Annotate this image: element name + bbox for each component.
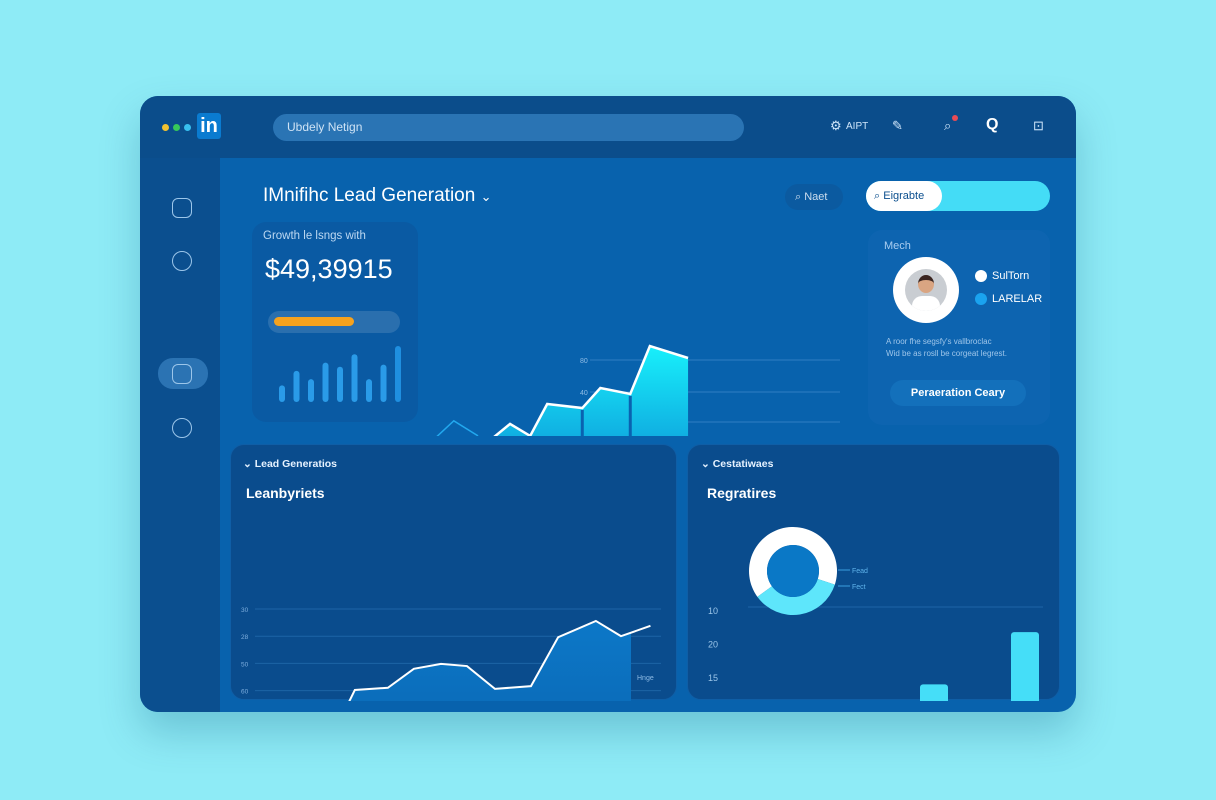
registrations-bar-chart: 1020152050FeadFect: [708, 527, 1043, 701]
series-line-secondary: [436, 419, 479, 436]
dashboard-window: in Ubdely Netign ⚙ AIPT ✎ ⌕ Q ⊡ IMnifihc…: [140, 96, 1076, 712]
area-fill: [495, 346, 689, 436]
chat-icon[interactable]: [172, 198, 192, 218]
y-tick-label: 10: [708, 606, 718, 616]
mini-bar-chart: [279, 346, 401, 402]
top-bar: in Ubdely Netign ⚙ AIPT ✎ ⌕ Q ⊡: [140, 96, 1076, 158]
camera-icon[interactable]: [172, 364, 192, 384]
kpi-card: Growth le lsngs with $49,39915: [252, 222, 418, 422]
legend-label: LARELAR: [992, 293, 1043, 305]
mini-bar: [322, 362, 329, 402]
growth-chart: 8040110MatiSaoTopVayInelTeynTalSqn: [436, 344, 840, 436]
mini-bar: [308, 379, 314, 402]
page-title-text: IMnifihc Lead Generation: [263, 185, 476, 206]
progress-bar: [268, 311, 400, 333]
y-tick-label: 28: [241, 634, 249, 641]
linkedin-logo[interactable]: in: [197, 113, 221, 139]
window-dot[interactable]: [184, 124, 191, 131]
chevron-down-icon[interactable]: ⌄: [480, 189, 492, 204]
window-controls: [162, 124, 191, 131]
notification-icon[interactable]: ⌕: [944, 115, 958, 134]
y-tick-label: 30: [241, 607, 249, 614]
legend-dot: [975, 270, 987, 282]
search-icon: ⌕: [795, 191, 802, 203]
chart-title: Leanbyriets: [246, 485, 325, 501]
donut-slice: [757, 579, 835, 615]
legend-dot: [975, 293, 987, 305]
avatar[interactable]: [893, 257, 959, 323]
registrations-card: ⌄ Cestatiwaes Regratires 1020152050FeadF…: [687, 444, 1060, 701]
mini-bar: [395, 346, 401, 402]
y-tick-label: 60: [241, 689, 249, 696]
section-toggle[interactable]: ⌄ Lead Generatios: [243, 458, 337, 470]
mini-bar: [366, 379, 372, 402]
series-line: [348, 619, 651, 701]
edit-icon[interactable]: ✎: [892, 118, 903, 133]
donut-label: Fect: [852, 584, 866, 591]
toggle-label: Eigrabte: [883, 190, 925, 202]
lead-line-chart: 3028506040500AaarFewoThabTwesMatoTeepTat…: [241, 607, 661, 701]
globe-icon[interactable]: [172, 251, 192, 271]
donut-slice: [749, 527, 837, 597]
y-tick-label: 15: [708, 673, 718, 683]
next-button[interactable]: ⌕ Naet: [785, 184, 843, 210]
globe-icon[interactable]: [172, 418, 192, 438]
window-dot[interactable]: [162, 124, 169, 131]
y-tick-label: 80: [580, 358, 588, 365]
profile-heading: Mech: [884, 240, 911, 252]
mini-bar: [380, 364, 387, 402]
y-tick-label: 50: [241, 661, 249, 668]
legend-label: SulTorn: [992, 270, 1030, 282]
chart-title: Regratires: [707, 485, 777, 501]
legend-item: SulTorn: [975, 270, 1029, 282]
mini-bar: [279, 385, 285, 402]
description-line: Wid be as rosll be corgeat legrest.: [886, 349, 1007, 358]
mini-bar: [337, 366, 343, 402]
settings-icon[interactable]: ⚙: [830, 118, 842, 133]
area-fill: [349, 620, 651, 701]
bar: [1011, 632, 1039, 701]
sidebar: [140, 158, 220, 712]
toggle-knob[interactable]: ⌕ Eigrabte: [866, 181, 942, 211]
donut-label: Fead: [852, 568, 868, 575]
description-line: A roor fhe segsfy's vallbroclac: [886, 337, 992, 346]
profile-icon[interactable]: ⊡: [1033, 118, 1044, 133]
donut-center: [767, 545, 819, 597]
next-label: Naet: [804, 191, 828, 203]
annotation-label: Hnge: [637, 675, 654, 682]
y-tick-label: 40: [580, 390, 588, 397]
mini-bar: [351, 354, 358, 402]
section-label: Cestatiwaes: [712, 458, 774, 470]
legend-item: LARELAR: [975, 293, 1042, 305]
series-line: [493, 344, 689, 436]
section-toggle[interactable]: ⌄ Cestatiwaes: [701, 458, 774, 470]
profile-card: Mech SulTorn LARELAR A roor fhe segsfy's…: [868, 230, 1050, 425]
status-label[interactable]: AIPT: [846, 121, 869, 132]
lead-generation-card: ⌄ Lead Generatios Leanbyriets 3028506040…: [230, 444, 677, 701]
section-label: Lead Generatios: [254, 458, 337, 470]
search-icon[interactable]: Q: [986, 116, 999, 133]
generation-query-button[interactable]: Peraeration Ceary: [890, 380, 1026, 406]
toggle-switch[interactable]: ⌕ Eigrabte: [866, 181, 1050, 211]
search-input[interactable]: Ubdely Netign: [273, 114, 744, 141]
page-title[interactable]: IMnifihc Lead Generation ⌄: [263, 185, 491, 207]
search-icon: ⌕: [874, 190, 881, 202]
y-tick-label: 20: [708, 639, 718, 649]
bar: [920, 684, 948, 701]
kpi-label: Growth le lsngs with: [263, 230, 366, 242]
progress-fill: [274, 317, 355, 326]
kpi-value: $49,39915: [265, 254, 393, 284]
mini-bar: [293, 370, 300, 402]
window-dot[interactable]: [173, 124, 180, 131]
profile-description: A roor fhe segsfy's vallbroclac Wid be as…: [886, 336, 1007, 360]
